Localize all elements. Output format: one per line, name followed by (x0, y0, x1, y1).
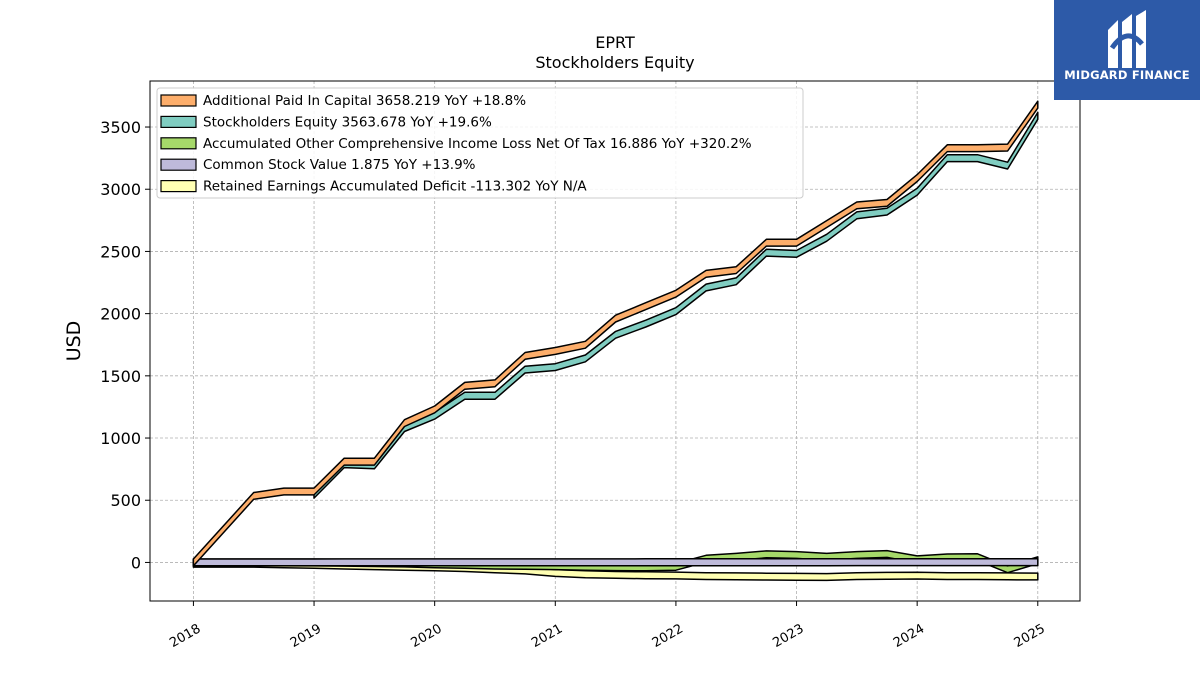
legend-label: Stockholders Equity 3563.678 YoY +19.6% (203, 114, 492, 130)
legend-swatch (160, 137, 197, 150)
y-axis-label: USD (63, 321, 85, 362)
legend: Additional Paid In Capital 3658.219 YoY … (156, 87, 804, 199)
y-tick-label: 1000 (100, 429, 141, 448)
y-tick-label: 2000 (100, 305, 141, 324)
y-tick-label: 1500 (100, 367, 141, 386)
legend-swatch (160, 94, 197, 107)
y-tick-label: 0 (131, 553, 141, 572)
plot-frame (149, 80, 1081, 602)
series-band (313, 111, 1039, 499)
x-tick-label: 2018 (167, 621, 203, 651)
x-tick-label: 2019 (288, 621, 324, 651)
series-band (192, 558, 1039, 567)
y-tick-label: 500 (110, 491, 141, 510)
x-tick-label: 2020 (409, 621, 445, 651)
logo-text: MIDGARD FINANCE (1064, 68, 1190, 82)
midgard-finance-logo: MIDGARD FINANCE (1054, 0, 1200, 100)
legend-label: Retained Earnings Accumulated Deficit -1… (203, 179, 587, 195)
x-tick-label: 2022 (650, 621, 686, 651)
x-tick-label: 2021 (529, 621, 565, 651)
legend-swatch (160, 115, 197, 129)
chart-subtitle: Stockholders Equity (535, 53, 694, 72)
legend-swatch (160, 158, 197, 171)
y-tick-label: 3500 (100, 118, 141, 137)
legend-box (156, 87, 804, 199)
x-tick-label: 2025 (1012, 621, 1048, 651)
legend-swatch (160, 180, 197, 193)
y-tick-label: 3000 (100, 180, 141, 199)
x-axis: 2018 2019 2020 2021 2022 2023 2024 2025 (167, 601, 1048, 651)
y-tick-label: 2500 (100, 242, 141, 261)
x-tick-label: 2024 (891, 621, 927, 651)
x-tick-label: 2023 (770, 621, 806, 651)
chart-title: EPRT (595, 33, 635, 52)
series-band (192, 100, 1039, 567)
legend-label: Additional Paid In Capital 3658.219 YoY … (203, 93, 526, 109)
logo-mark-icon (1108, 10, 1146, 68)
y-axis: 0 500 1000 1500 2000 2500 3000 3500 (100, 118, 150, 572)
series-areas (192, 100, 1039, 582)
legend-label: Accumulated Other Comprehensive Income L… (203, 136, 752, 152)
legend-label: Common Stock Value 1.875 YoY +13.9% (203, 157, 476, 173)
